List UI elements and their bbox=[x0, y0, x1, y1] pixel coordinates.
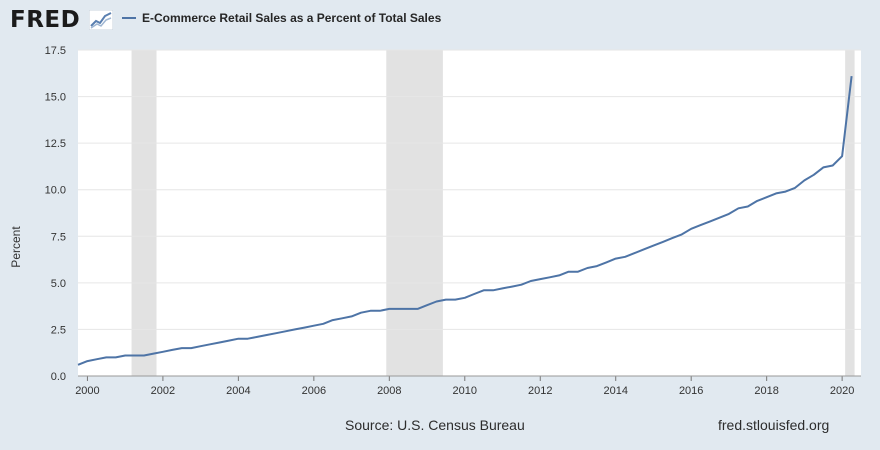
x-tick-label: 2016 bbox=[679, 385, 703, 397]
recession-band bbox=[131, 50, 157, 376]
legend: E-Commerce Retail Sales as a Percent of … bbox=[122, 11, 441, 25]
x-tick-label: 2010 bbox=[453, 385, 477, 397]
plot-area bbox=[78, 50, 861, 376]
series-line bbox=[77, 75, 853, 366]
x-tick-label: 2006 bbox=[302, 385, 326, 397]
y-tick-label: 5.0 bbox=[51, 278, 66, 290]
fred-logo-graph-icon bbox=[89, 10, 113, 30]
source-text: Source: U.S. Census Bureau bbox=[345, 417, 525, 433]
recession-band bbox=[845, 50, 855, 376]
x-tick-label: 2004 bbox=[226, 385, 250, 397]
fred-logo: FRED bbox=[10, 7, 81, 33]
legend-label: E-Commerce Retail Sales as a Percent of … bbox=[142, 11, 442, 25]
x-tick-label: 2000 bbox=[75, 385, 99, 397]
y-tick-label: 0.0 bbox=[51, 371, 66, 383]
recession-band bbox=[386, 50, 443, 376]
y-tick-label: 7.5 bbox=[51, 231, 66, 243]
y-tick-label: 12.5 bbox=[45, 138, 66, 150]
y-tick-label: 10.0 bbox=[45, 185, 66, 197]
y-tick-label: 17.5 bbox=[45, 45, 66, 57]
y-tick-label: 2.5 bbox=[51, 324, 66, 336]
x-tick-label: 2014 bbox=[603, 385, 627, 397]
x-tick-label: 2018 bbox=[754, 385, 778, 397]
legend-swatch bbox=[122, 17, 136, 19]
y-tick-label: 15.0 bbox=[45, 92, 66, 104]
x-tick-label: 2002 bbox=[151, 385, 175, 397]
source-url-link[interactable]: fred.stlouisfed.org bbox=[718, 417, 830, 433]
x-tick-label: 2008 bbox=[377, 385, 401, 397]
x-tick-label: 2020 bbox=[830, 385, 854, 397]
x-tick-label: 2012 bbox=[528, 385, 552, 397]
